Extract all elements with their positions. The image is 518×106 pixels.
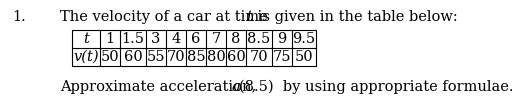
Text: (8.5)  by using appropriate formulae.: (8.5) by using appropriate formulae. (239, 80, 513, 94)
Text: Approximate acceleration,: Approximate acceleration, (60, 80, 266, 94)
Text: 3: 3 (151, 32, 161, 46)
Text: a: a (232, 80, 241, 94)
Text: 70: 70 (250, 50, 268, 64)
Text: 80: 80 (207, 50, 225, 64)
Text: 1: 1 (106, 32, 114, 46)
Text: 8.5: 8.5 (248, 32, 270, 46)
Text: 4: 4 (171, 32, 181, 46)
Text: 50: 50 (295, 50, 313, 64)
Bar (72, 30, 316, 66)
Text: t: t (246, 10, 252, 24)
Text: 75: 75 (273, 50, 291, 64)
Text: 1.: 1. (12, 10, 26, 24)
Text: 60: 60 (227, 50, 246, 64)
Text: v(t): v(t) (73, 50, 99, 64)
Text: 8: 8 (232, 32, 241, 46)
Text: 7: 7 (211, 32, 221, 46)
Text: 55: 55 (147, 50, 165, 64)
Text: 85: 85 (186, 50, 205, 64)
Text: 9: 9 (277, 32, 286, 46)
Text: 6: 6 (191, 32, 200, 46)
Text: 70: 70 (167, 50, 185, 64)
Text: 9.5: 9.5 (293, 32, 315, 46)
Text: is given in the table below:: is given in the table below: (253, 10, 458, 24)
Text: t: t (83, 32, 89, 46)
Text: 1.5: 1.5 (122, 32, 145, 46)
Text: 50: 50 (100, 50, 119, 64)
Text: The velocity of a car at time: The velocity of a car at time (60, 10, 272, 24)
Text: 60: 60 (124, 50, 142, 64)
